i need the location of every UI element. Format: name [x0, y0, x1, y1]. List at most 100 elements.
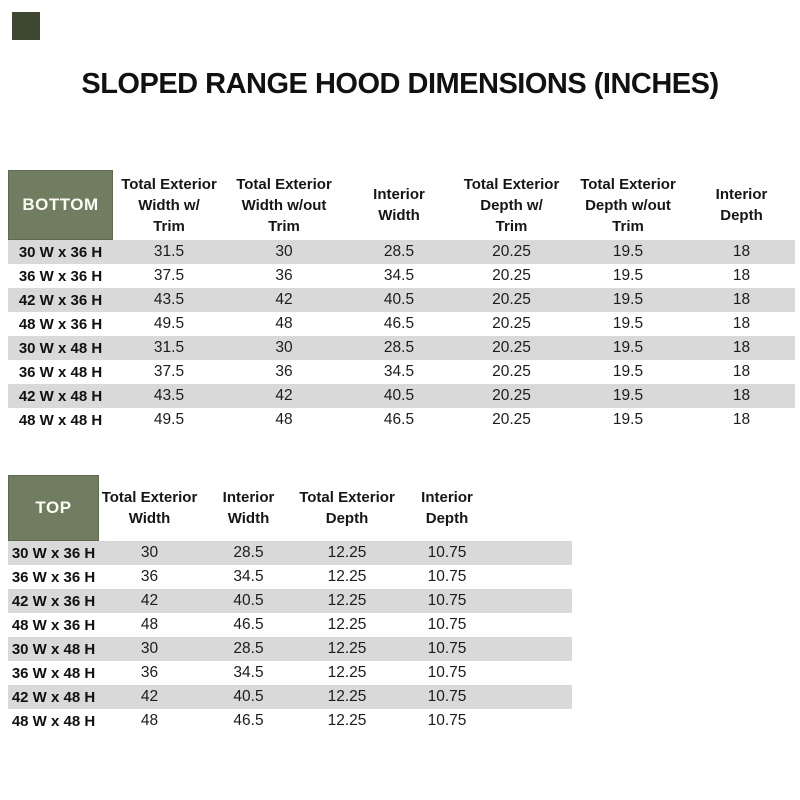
dimension-value: 42 [275, 291, 293, 308]
dimension-value: 40.5 [233, 688, 264, 705]
row-size-label: 30 W x 48 H [11, 640, 96, 658]
dimension-value: 19.5 [612, 363, 644, 380]
dimension-value: 12.25 [327, 664, 367, 681]
table-row: 30 W x 48 H 30 28.5 12.25 10.75 [8, 637, 572, 661]
row-size-label: 42 W x 36 H [11, 592, 96, 610]
dimension-value: 40.5 [383, 291, 415, 308]
spacer-cell [497, 637, 572, 661]
dimension-value: 48 [140, 712, 159, 729]
table-row: 36 W x 48 H 37.5 36 34.5 20.25 19.5 18 [8, 360, 795, 384]
dimension-value: 10.75 [427, 616, 467, 633]
table-row: 42 W x 36 H 43.5 42 40.5 20.25 19.5 18 [8, 288, 795, 312]
spacer-cell [497, 589, 572, 613]
dimension-value: 49.5 [153, 315, 185, 332]
column-header: Interior Depth [715, 186, 768, 224]
dimension-value: 30 [275, 243, 293, 260]
dimension-value: 19.5 [612, 411, 644, 428]
row-size-label: 42 W x 36 H [18, 291, 103, 309]
column-header: Total Exterior Width w/out Trim [236, 175, 332, 235]
dimension-value: 10.75 [427, 544, 467, 561]
dimension-value: 10.75 [427, 568, 467, 585]
dimension-value: 37.5 [153, 267, 185, 284]
table-row: 42 W x 36 H 42 40.5 12.25 10.75 [8, 589, 572, 613]
dimension-value: 48 [140, 616, 159, 633]
dimension-value: 36 [140, 664, 159, 681]
dimension-value: 48 [275, 315, 293, 332]
dimension-value: 10.75 [427, 592, 467, 609]
dimension-value: 18 [732, 387, 751, 404]
dimension-value: 43.5 [153, 387, 185, 404]
dimension-value: 28.5 [233, 544, 264, 561]
dimension-value: 40.5 [383, 387, 415, 404]
dimension-value: 34.5 [233, 664, 264, 681]
row-size-label: 48 W x 48 H [11, 712, 96, 730]
table-row: 48 W x 36 H 48 46.5 12.25 10.75 [8, 613, 572, 637]
row-size-label: 42 W x 48 H [11, 688, 96, 706]
dimension-value: 48 [275, 411, 293, 428]
dimension-value: 18 [732, 411, 751, 428]
table-row: 42 W x 48 H 42 40.5 12.25 10.75 [8, 685, 572, 709]
page-title: SLOPED RANGE HOOD DIMENSIONS (INCHES) [81, 68, 719, 100]
spacer-cell [497, 565, 572, 589]
dimension-value: 34.5 [383, 267, 415, 284]
dimension-value: 46.5 [383, 315, 415, 332]
dimension-value: 40.5 [233, 592, 264, 609]
table-row: 36 W x 36 H 36 34.5 12.25 10.75 [8, 565, 572, 589]
table-row: 36 W x 36 H 37.5 36 34.5 20.25 19.5 18 [8, 264, 795, 288]
dimension-value: 36 [140, 568, 159, 585]
dimension-value: 18 [732, 339, 751, 356]
dimension-value: 12.25 [327, 616, 367, 633]
spacer-cell [497, 541, 572, 565]
dimension-value: 12.25 [327, 640, 367, 657]
dimension-value: 19.5 [612, 387, 644, 404]
dimension-value: 18 [732, 243, 751, 260]
row-size-label: 30 W x 48 H [18, 339, 103, 357]
row-size-label: 42 W x 48 H [18, 387, 103, 405]
spacer-cell [497, 661, 572, 685]
table-row: 48 W x 36 H 49.5 48 46.5 20.25 19.5 18 [8, 312, 795, 336]
top-dimensions-table: TOP Total Exterior Width Interior Width Tot… [8, 475, 572, 733]
column-header: Total Exterior Width [101, 489, 198, 527]
table-row: 48 W x 48 H 48 46.5 12.25 10.75 [8, 709, 572, 733]
dimension-value: 49.5 [153, 411, 185, 428]
dimension-value: 28.5 [383, 243, 415, 260]
top-corner-label: TOP [8, 475, 99, 541]
dimension-value: 12.25 [327, 568, 367, 585]
dimension-value: 43.5 [153, 291, 185, 308]
column-header: Interior Width [373, 186, 425, 224]
column-header: Interior Width [222, 489, 275, 527]
dimension-value: 18 [732, 363, 751, 380]
dimension-value: 20.25 [492, 387, 531, 404]
dimension-value: 19.5 [612, 339, 644, 356]
row-size-label: 30 W x 36 H [11, 544, 96, 562]
spacer-cell [497, 709, 572, 733]
column-header: Total Exterior Depth w/ Trim [463, 175, 560, 235]
row-size-label: 36 W x 48 H [11, 664, 96, 682]
dimension-value: 37.5 [153, 363, 185, 380]
dimension-value: 12.25 [327, 544, 367, 561]
dimension-value: 36 [275, 267, 293, 284]
table-row: 30 W x 36 H 30 28.5 12.25 10.75 [8, 541, 572, 565]
bottom-corner-label: BOTTOM [8, 170, 113, 240]
row-size-label: 48 W x 36 H [18, 315, 103, 333]
dimension-value: 34.5 [233, 568, 264, 585]
dimension-value: 20.25 [492, 291, 531, 308]
row-size-label: 48 W x 36 H [11, 616, 96, 634]
dimension-value: 10.75 [427, 688, 467, 705]
dimension-value: 42 [275, 387, 293, 404]
dimension-value: 46.5 [383, 411, 415, 428]
header-row: TOP Total Exterior Width Interior Width Tot… [8, 475, 572, 541]
dimension-value: 19.5 [612, 243, 644, 260]
dimension-value: 10.75 [427, 712, 467, 729]
spacer-cell [497, 475, 572, 541]
table-row: 30 W x 36 H 31.5 30 28.5 20.25 19.5 18 [8, 240, 795, 264]
spacer-cell [497, 685, 572, 709]
dimension-value: 20.25 [492, 315, 531, 332]
dimension-value: 46.5 [233, 712, 264, 729]
row-size-label: 36 W x 48 H [18, 363, 103, 381]
column-header: Total Exterior Width w/ Trim [121, 175, 217, 235]
dimension-value: 20.25 [492, 363, 531, 380]
column-header: Total Exterior Depth [299, 489, 395, 527]
dimension-value: 18 [732, 315, 751, 332]
